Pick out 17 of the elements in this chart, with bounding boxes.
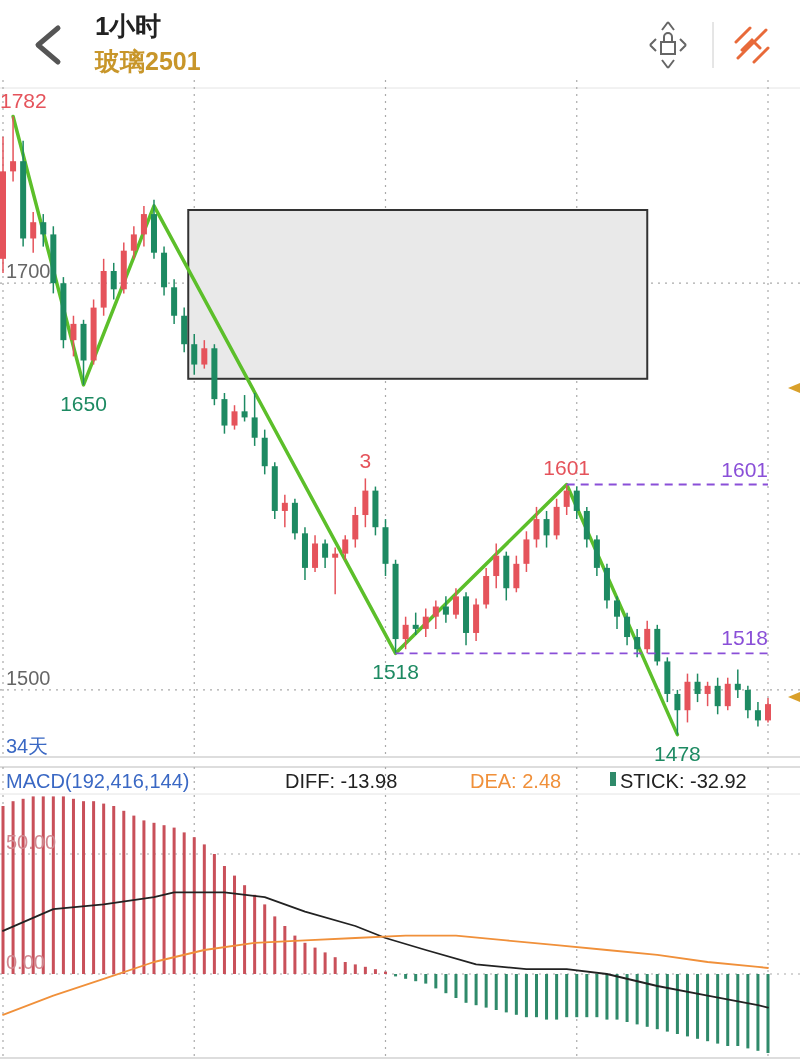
- annotation: 34天: [6, 735, 49, 757]
- annotation: 1782: [0, 89, 47, 112]
- annotation: 3: [359, 449, 372, 473]
- ref-line-label: 1518: [721, 626, 768, 650]
- annotation: 1650: [60, 391, 107, 415]
- annotation: 1478: [654, 741, 701, 765]
- ref-line-label: 1601: [721, 457, 768, 481]
- chart-title: MACD(192,416,144): [6, 770, 190, 792]
- annotation: 1601: [543, 455, 591, 479]
- chart-subtitle: 玻璃2501: [94, 47, 201, 75]
- chart-title: 1小时: [95, 11, 162, 41]
- legend-label: STICK: -32.92: [620, 770, 747, 792]
- y-tick-label: 1500: [6, 666, 51, 689]
- text: DEA: 2.48: [470, 770, 562, 792]
- annotation: 1518: [372, 660, 419, 684]
- text: DIFF: -13.98: [285, 770, 398, 792]
- y-tick-label: 1700: [6, 260, 51, 283]
